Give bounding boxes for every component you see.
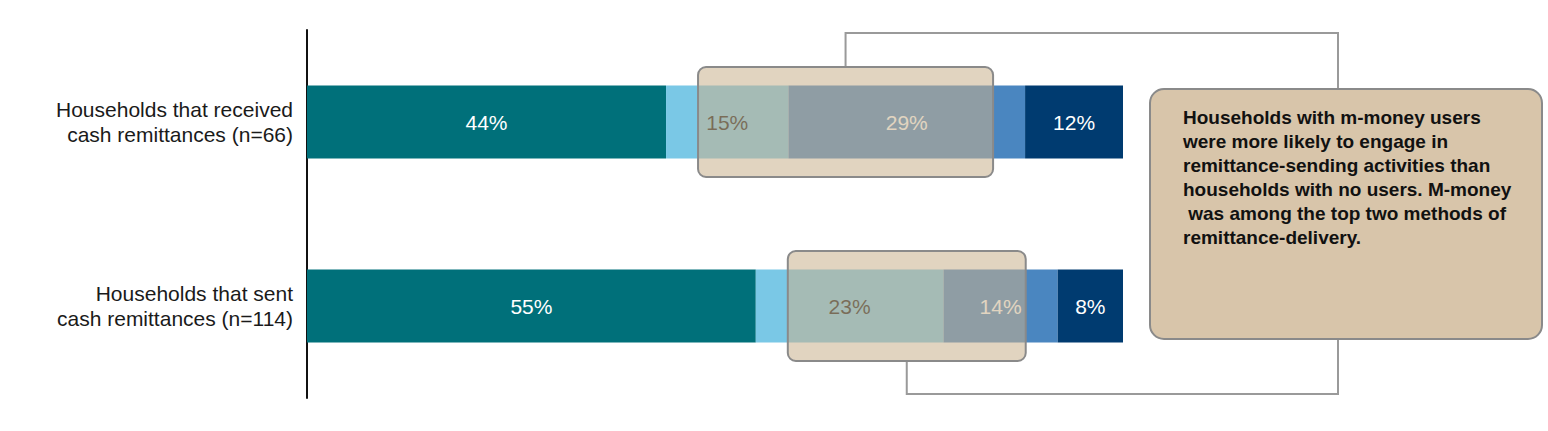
- svg-text:8%: 8%: [1075, 295, 1105, 318]
- svg-text:cash remittances (n=114): cash remittances (n=114): [57, 307, 293, 330]
- svg-text:Households that received: Households that received: [56, 98, 293, 121]
- svg-text:Households that sent: Households that sent: [96, 282, 293, 305]
- svg-text:were more likely to engage in: were more likely to engage in: [1182, 131, 1453, 152]
- svg-text:12%: 12%: [1053, 111, 1095, 134]
- svg-text:was among the top two methods: was among the top two methods of: [1183, 203, 1511, 224]
- svg-text:Households with m-money users: Households with m-money users: [1183, 107, 1486, 128]
- svg-text:44%: 44%: [466, 111, 508, 134]
- svg-text:remittance-delivery.: remittance-delivery.: [1183, 227, 1361, 248]
- svg-text:remittance-sending activities: remittance-sending activities than: [1183, 155, 1496, 176]
- svg-text:cash remittances (n=66): cash remittances (n=66): [67, 123, 293, 146]
- svg-text:55%: 55%: [510, 295, 552, 318]
- svg-text:households with no users. M-mo: households with no users. M-money: [1183, 179, 1512, 200]
